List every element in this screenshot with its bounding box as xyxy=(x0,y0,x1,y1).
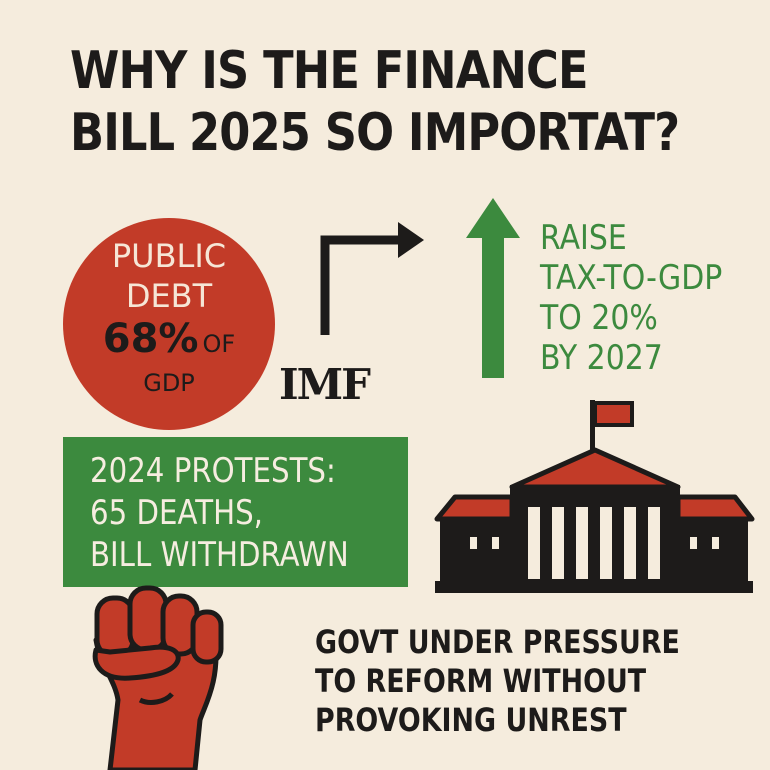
target-text: RAISE TAX-TO-GDP TO 20% BY 2027 xyxy=(540,218,729,378)
page-title: WHY IS THE FINANCE BILL 2025 SO IMPORTAT… xyxy=(70,40,680,164)
pressure-line-3: PROVOKING UNREST xyxy=(315,701,627,739)
imf-label: IMF xyxy=(279,360,371,409)
protest-box xyxy=(63,437,408,587)
debt-label-line-1: PUBLIC xyxy=(111,237,227,275)
protest-line-3: BILL WITHDRAWN xyxy=(90,535,349,575)
pressure-line-2: TO REFORM WITHOUT xyxy=(315,662,647,700)
debt-value-row: 68% OF xyxy=(63,318,275,368)
debt-value: 68% xyxy=(102,316,199,362)
pressure-line-1: GOVT UNDER PRESSURE xyxy=(315,623,680,661)
debt-circle xyxy=(63,218,275,430)
target-line-1: RAISE xyxy=(540,218,627,258)
pressure-text: GOVT UNDER PRESSURE TO REFORM WITHOUT PR… xyxy=(315,623,685,740)
target-line-4: BY 2027 xyxy=(540,338,663,378)
protest-line-1: 2024 PROTESTS: xyxy=(90,451,336,491)
debt-unit-gdp: GDP xyxy=(143,369,195,397)
debt-label-line-2: DEBT xyxy=(125,277,213,315)
title-line-2: BILL 2025 SO IMPORTAT? xyxy=(70,103,680,163)
title-line-1: WHY IS THE FINANCE xyxy=(70,41,589,101)
protest-text: 2024 PROTESTS: 65 DEATHS, BILL WITHDRAWN xyxy=(90,450,357,576)
target-line-2: TAX-TO-GDP xyxy=(540,258,723,298)
debt-stat: PUBLIC DEBT 68% OF GDP xyxy=(63,236,275,398)
target-line-3: TO 20% xyxy=(540,298,658,338)
protest-line-2: 65 DEATHS, xyxy=(90,493,263,533)
debt-unit-of: OF xyxy=(202,330,236,358)
